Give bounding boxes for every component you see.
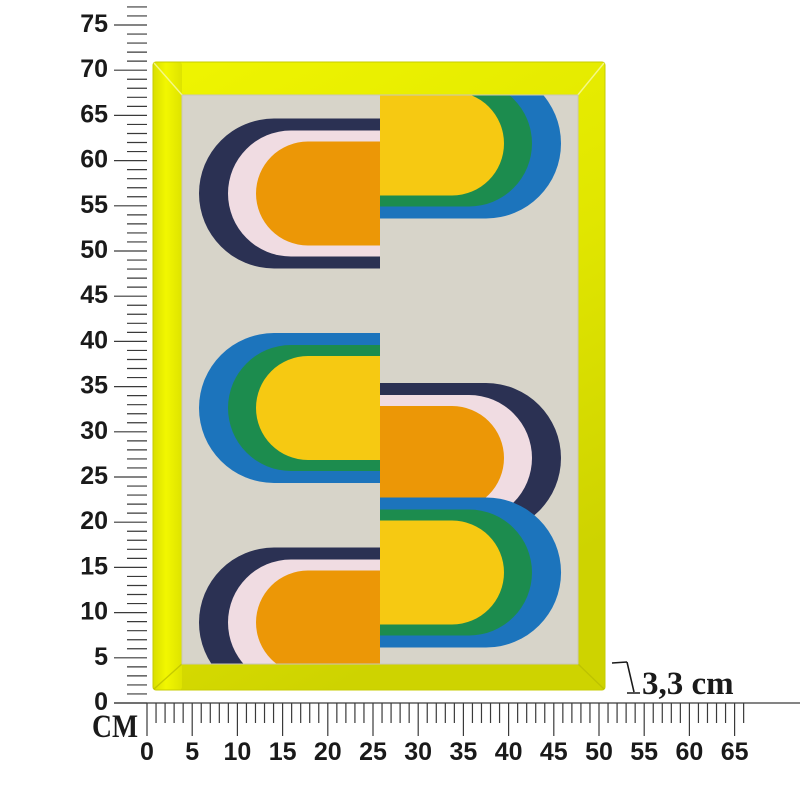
svg-text:15: 15 <box>269 738 297 766</box>
svg-text:15: 15 <box>80 552 108 580</box>
svg-text:55: 55 <box>630 738 658 766</box>
svg-text:75: 75 <box>80 10 108 38</box>
svg-text:50: 50 <box>585 738 613 766</box>
svg-text:60: 60 <box>80 146 108 174</box>
svg-text:45: 45 <box>80 281 108 309</box>
svg-text:65: 65 <box>80 100 108 128</box>
svg-text:CM: CM <box>92 709 138 745</box>
svg-text:50: 50 <box>80 236 108 264</box>
svg-text:40: 40 <box>80 326 108 354</box>
svg-text:25: 25 <box>359 738 387 766</box>
svg-text:20: 20 <box>80 507 108 535</box>
svg-text:5: 5 <box>94 643 108 671</box>
svg-text:60: 60 <box>675 738 703 766</box>
svg-text:65: 65 <box>721 738 749 766</box>
svg-text:30: 30 <box>80 417 108 445</box>
svg-text:40: 40 <box>495 738 523 766</box>
svg-text:55: 55 <box>80 191 108 219</box>
svg-text:20: 20 <box>314 738 342 766</box>
svg-text:10: 10 <box>223 738 251 766</box>
svg-text:25: 25 <box>80 462 108 490</box>
svg-text:5: 5 <box>185 738 199 766</box>
svg-text:10: 10 <box>80 598 108 626</box>
svg-text:35: 35 <box>80 372 108 400</box>
svg-text:3,3 cm: 3,3 cm <box>642 666 734 702</box>
svg-text:35: 35 <box>449 738 477 766</box>
svg-text:70: 70 <box>80 55 108 83</box>
svg-text:45: 45 <box>540 738 568 766</box>
svg-text:0: 0 <box>140 738 154 766</box>
svg-text:30: 30 <box>404 738 432 766</box>
